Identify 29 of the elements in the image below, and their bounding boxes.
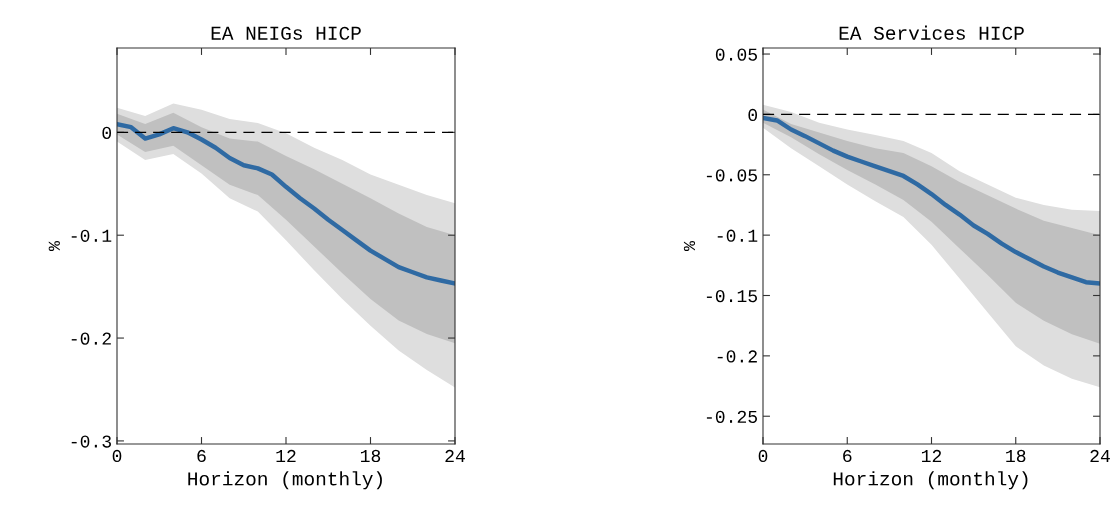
line-series — [117, 121, 455, 286]
x-axis-title: Horizon (monthly) — [833, 471, 1028, 490]
y-tick-label: -0.1 — [717, 229, 758, 242]
y-tick-label: 0 — [102, 126, 112, 140]
x-tick-label: 18 — [360, 449, 381, 463]
chart-title: EA Services HICP — [839, 25, 1024, 40]
x-tick-label: 6 — [197, 449, 206, 463]
x-tick-label: 12 — [276, 449, 296, 462]
y-tick-label: -0.3 — [71, 435, 111, 448]
line-series — [763, 115, 1100, 286]
x-tick-label: 6 — [843, 449, 852, 463]
x-tick-label: 18 — [1006, 449, 1026, 463]
x-tick-label: 0 — [758, 449, 768, 463]
x-tick-label: 24 — [1090, 449, 1110, 462]
y-tick-label: -0.2 — [71, 332, 111, 345]
y-axis-title: % — [48, 240, 60, 251]
y-tick-label: -0.2 — [717, 350, 757, 363]
chart-title: EA NEIGs HICP — [211, 26, 361, 40]
y-axis-title: % — [683, 240, 696, 251]
x-tick-label: 24 — [445, 449, 465, 462]
y-tick-label: -0.1 — [71, 229, 112, 242]
x-tick-label: 12 — [921, 449, 942, 462]
y-tick-label: -0.25 — [706, 410, 757, 423]
y-tick-label: -0.15 — [706, 289, 757, 303]
x-tick-label: 0 — [112, 449, 122, 463]
y-tick-label: 0.05 — [715, 48, 757, 61]
x-axis-title: Horizon (monthly) — [188, 471, 382, 490]
y-tick-label: 0 — [748, 108, 758, 122]
y-tick-label: -0.05 — [706, 169, 757, 182]
